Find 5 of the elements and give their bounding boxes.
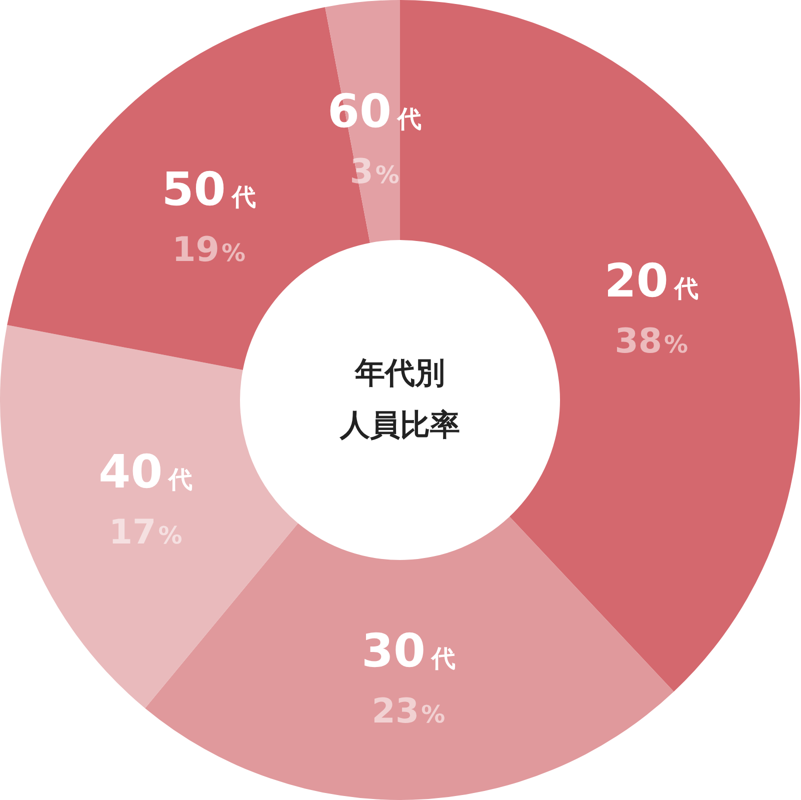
data-label: 19% [172,230,246,270]
data-label: 23% [372,691,446,732]
data-label: 38% [614,321,688,362]
data-label: 3% [350,152,400,192]
text: 年代別人員比率 [338,355,461,445]
